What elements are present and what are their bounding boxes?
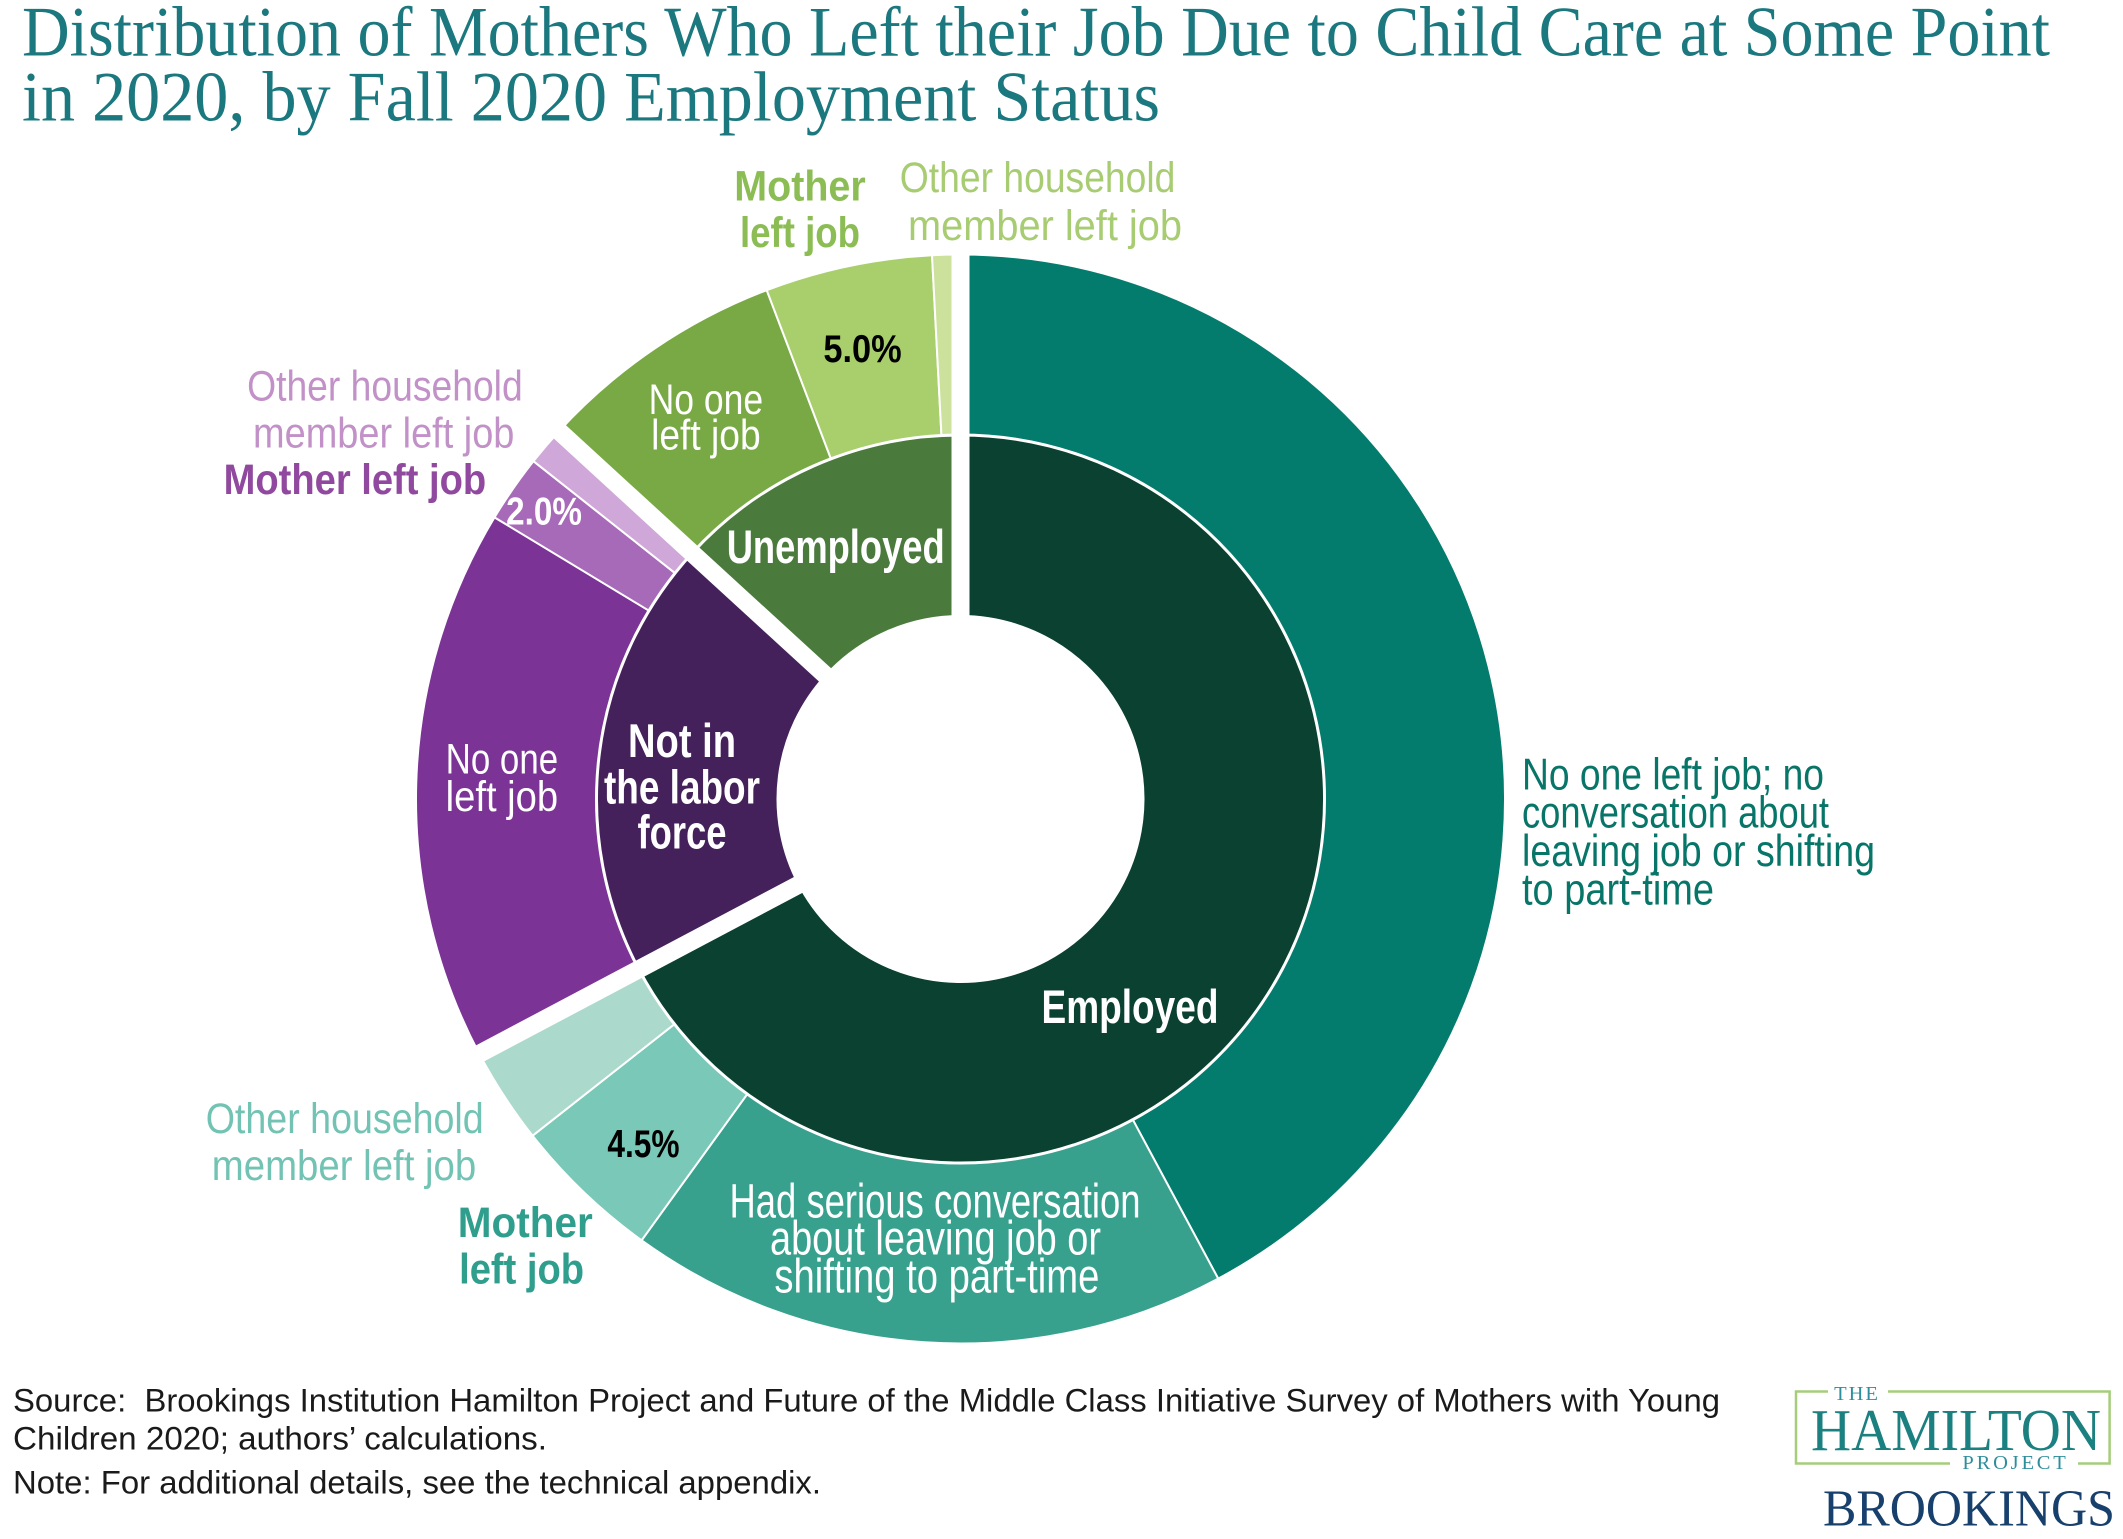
svg-text:leaving job or shifting: leaving job or shifting bbox=[1522, 827, 1875, 876]
svg-text:member left job: member left job bbox=[253, 411, 514, 458]
svg-text:member left job: member left job bbox=[212, 1143, 477, 1190]
svg-text:Had serious conversation: Had serious conversation bbox=[730, 1175, 1141, 1228]
svg-text:force: force bbox=[638, 805, 727, 858]
svg-text:left job: left job bbox=[740, 210, 860, 257]
svg-text:member left job: member left job bbox=[908, 203, 1182, 250]
svg-text:Mother: Mother bbox=[734, 164, 865, 211]
svg-text:Distribution of Mothers Who Le: Distribution of Mothers Who Left their J… bbox=[22, 0, 2050, 72]
svg-text:5.0%: 5.0% bbox=[823, 328, 901, 371]
svg-text:4.5%: 4.5% bbox=[607, 1123, 679, 1166]
svg-text:left job: left job bbox=[459, 1246, 584, 1293]
svg-text:Source: Brookings Institution: Source: Brookings Institution Hamilton P… bbox=[13, 1383, 1720, 1419]
svg-text:No one: No one bbox=[446, 736, 559, 784]
svg-text:left job: left job bbox=[651, 412, 761, 460]
svg-text:about leaving job or: about leaving job or bbox=[770, 1212, 1101, 1265]
svg-text:BROOKINGS: BROOKINGS bbox=[1823, 1481, 2115, 1538]
svg-text:Unemployed: Unemployed bbox=[727, 520, 945, 573]
svg-text:the labor: the labor bbox=[604, 760, 760, 813]
svg-text:shifting to part-time: shifting to part-time bbox=[774, 1251, 1099, 1304]
svg-text:Employed: Employed bbox=[1042, 980, 1219, 1033]
svg-text:in 2020, by Fall 2020 Employme: in 2020, by Fall 2020 Employment Status bbox=[22, 59, 1160, 137]
svg-text:PROJECT: PROJECT bbox=[1962, 1452, 2068, 1474]
svg-text:left job: left job bbox=[446, 773, 559, 821]
svg-text:No one: No one bbox=[649, 376, 764, 424]
svg-text:2.0%: 2.0% bbox=[506, 491, 582, 534]
svg-text:Other household: Other household bbox=[900, 155, 1176, 202]
svg-text:to part-time: to part-time bbox=[1522, 865, 1714, 914]
svg-text:Mother: Mother bbox=[458, 1200, 593, 1247]
svg-text:Mother left job: Mother left job bbox=[224, 457, 487, 504]
svg-text:THE: THE bbox=[1834, 1383, 1880, 1405]
svg-text:Not in: Not in bbox=[628, 714, 736, 767]
svg-text:conversation about: conversation about bbox=[1522, 789, 1830, 838]
svg-text:Other household: Other household bbox=[206, 1096, 484, 1143]
svg-text:Children 2020; authors’ calcul: Children 2020; authors’ calculations. bbox=[13, 1421, 547, 1457]
svg-text:Note: For additional details,: Note: For additional details, see the te… bbox=[13, 1465, 821, 1501]
svg-text:HAMILTON: HAMILTON bbox=[1811, 1397, 2101, 1463]
svg-text:No one left job; no: No one left job; no bbox=[1522, 750, 1824, 799]
svg-text:Other household: Other household bbox=[247, 363, 523, 410]
